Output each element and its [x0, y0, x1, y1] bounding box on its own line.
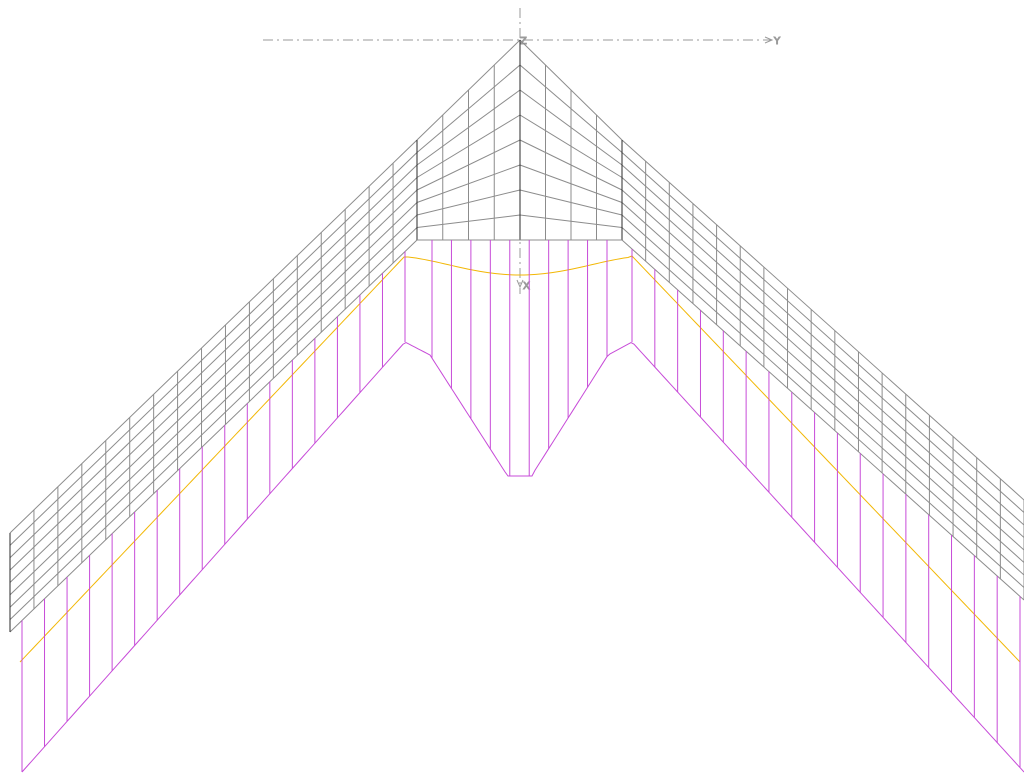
yellow-distribution	[19, 255, 1021, 663]
mesh-chord-line	[621, 164, 1024, 526]
yellow-curve	[19, 255, 1021, 663]
mesh-chord-line	[9, 202, 418, 596]
mesh-chord-line	[621, 152, 1024, 513]
mesh-chord-line	[621, 214, 1024, 576]
mesh-chord-line	[621, 189, 1024, 551]
mesh-chord-line	[9, 214, 418, 608]
mesh-chord-line	[621, 202, 1024, 563]
mesh-chord-line	[9, 189, 418, 583]
mesh-chord-line	[621, 227, 1024, 588]
mesh-chord-line	[621, 139, 1024, 501]
mesh-chord-line	[9, 139, 418, 534]
x-axis-label: X	[523, 281, 530, 292]
mesh-chord-line	[9, 152, 418, 546]
wing-mesh	[9, 39, 1024, 633]
mesh-chord-line	[621, 239, 1024, 601]
magenta-distribution	[21, 240, 1024, 773]
x-axis-arrow-icon	[516, 279, 524, 289]
mesh-chord-line	[9, 227, 418, 620]
mesh-chord-line	[9, 239, 418, 633]
mesh-chord-line	[9, 164, 418, 559]
magenta-curve	[21, 341, 1024, 773]
mesh-chord-line	[621, 177, 1024, 538]
mesh-chord-line	[9, 177, 418, 571]
y-axis-arrow-icon	[764, 36, 774, 44]
z-axis-label: Z	[520, 36, 527, 47]
y-axis-label: Y	[773, 36, 781, 47]
